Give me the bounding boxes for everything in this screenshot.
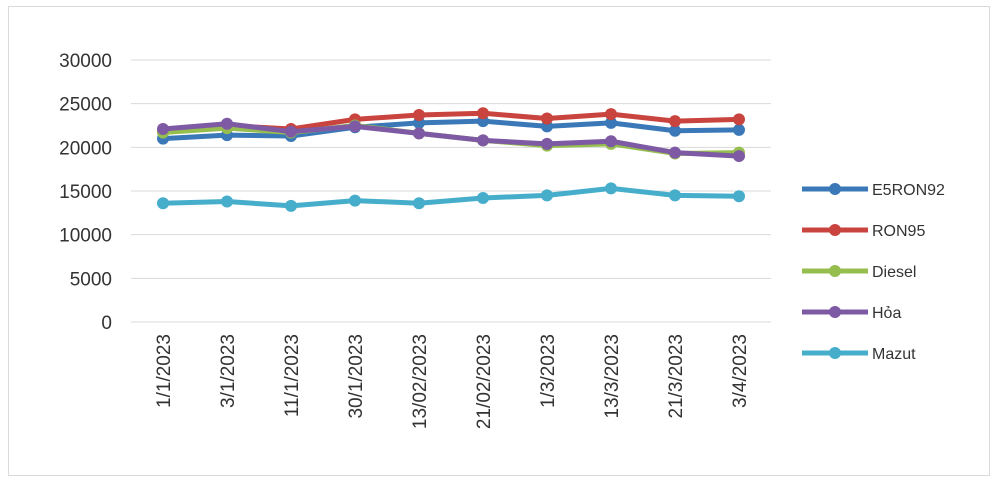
x-tick-label: 3/4/2023 <box>730 334 751 408</box>
data-point <box>605 135 617 148</box>
series-lines <box>157 107 745 212</box>
legend: E5RON92 RON95 Diesel Hỏa Mazut <box>802 182 945 363</box>
data-point <box>541 112 553 125</box>
legend-label: Hỏa <box>872 305 901 322</box>
x-axis-tick-labels: 1/1/2023 3/1/2023 11/1/2023 30/1/2023 13/02/… <box>154 334 751 429</box>
x-tick-label: 11/1/2023 <box>282 334 303 417</box>
data-point <box>669 189 681 202</box>
series-hỏa <box>157 117 745 163</box>
x-tick-label: 1/3/2023 <box>538 334 559 408</box>
chart-frame <box>8 6 990 476</box>
series-line <box>162 185 740 209</box>
y-tick-label: 15000 <box>59 182 112 203</box>
legend-item: Diesel <box>802 264 916 281</box>
data-point <box>541 137 553 150</box>
data-point <box>541 189 553 202</box>
data-point <box>285 199 297 212</box>
legend-label: RON95 <box>872 223 925 240</box>
data-point <box>605 108 617 121</box>
data-point <box>285 125 297 138</box>
y-tick-label: 25000 <box>59 95 112 116</box>
series-line <box>162 118 740 142</box>
legend-marker <box>829 224 841 236</box>
y-axis-tick-labels: 0 5000 10000 15000 20000 25000 30000 <box>59 51 112 334</box>
legend-marker <box>829 265 841 277</box>
legend-marker <box>829 306 841 318</box>
y-tick-label: 5000 <box>70 269 112 290</box>
data-point <box>605 116 617 129</box>
legend-item: RON95 <box>802 223 925 240</box>
legend-item: Mazut <box>802 346 916 363</box>
data-point <box>477 134 489 147</box>
data-point <box>477 191 489 204</box>
x-tick-label: 13/02/2023 <box>410 334 431 429</box>
data-point <box>733 150 745 163</box>
series-mazut <box>157 182 745 212</box>
legend-marker <box>829 347 841 359</box>
data-point <box>157 122 169 135</box>
data-point <box>733 123 745 136</box>
data-point <box>413 127 425 140</box>
series-line <box>162 121 740 159</box>
y-tick-label: 0 <box>101 313 112 334</box>
y-tick-label: 10000 <box>59 226 112 247</box>
x-tick-label: 1/1/2023 <box>154 334 175 408</box>
data-point <box>349 194 361 207</box>
legend-label: Diesel <box>872 264 916 281</box>
data-point <box>605 182 617 195</box>
x-tick-label: 21/3/2023 <box>666 334 687 419</box>
y-tick-label: 20000 <box>59 138 112 159</box>
data-point <box>413 109 425 122</box>
gridlines <box>131 59 771 323</box>
x-tick-label: 3/1/2023 <box>218 334 239 408</box>
y-tick-label: 30000 <box>59 51 112 72</box>
x-tick-label: 13/3/2023 <box>602 334 623 419</box>
data-point <box>669 124 681 137</box>
legend-label: Mazut <box>872 346 916 363</box>
data-point <box>733 113 745 126</box>
data-point <box>733 190 745 203</box>
data-point <box>157 197 169 210</box>
data-point <box>669 115 681 128</box>
data-point <box>221 117 233 130</box>
legend-item: E5RON92 <box>802 182 945 199</box>
legend-label: E5RON92 <box>872 182 945 199</box>
legend-marker <box>829 183 841 195</box>
data-point <box>413 197 425 210</box>
data-point <box>349 120 361 133</box>
legend-item: Hỏa <box>802 305 901 322</box>
x-tick-label: 21/02/2023 <box>474 334 495 429</box>
x-tick-label: 30/1/2023 <box>346 334 367 419</box>
data-point <box>669 146 681 159</box>
data-point <box>221 195 233 208</box>
data-point <box>477 107 489 120</box>
